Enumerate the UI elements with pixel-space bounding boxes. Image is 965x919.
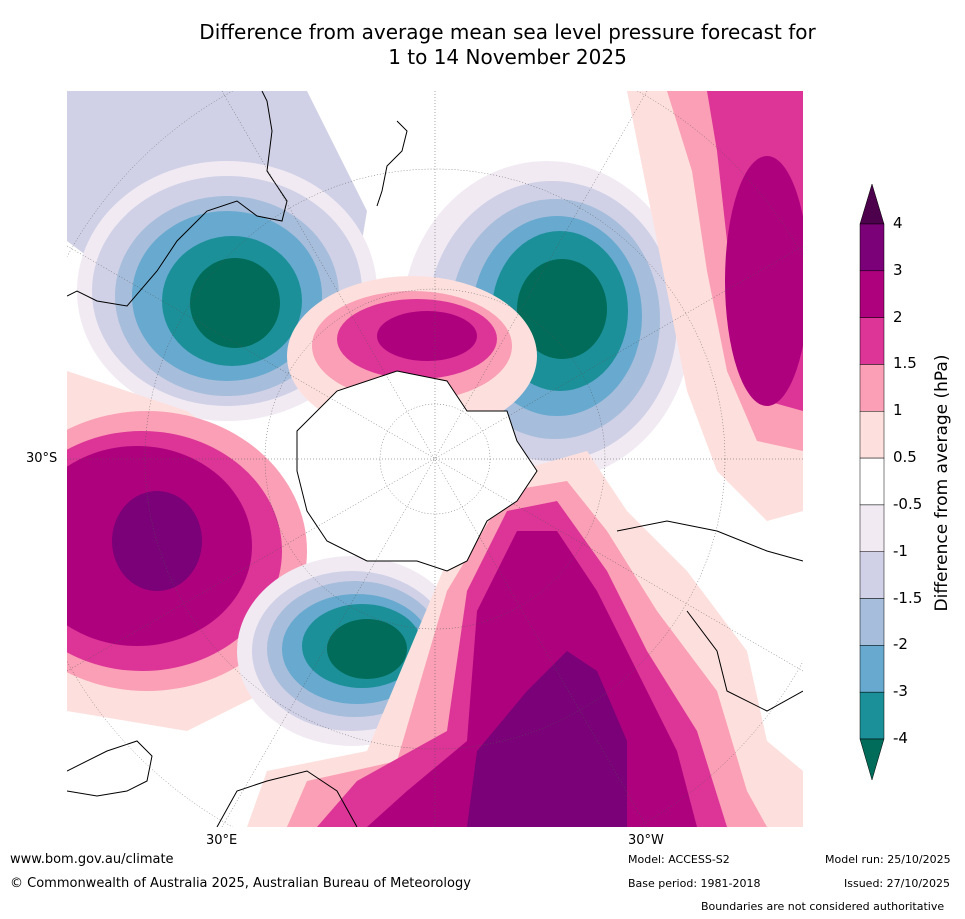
colorbar-tick-label: 0.5 — [893, 448, 917, 467]
colorbar-band — [859, 504, 885, 552]
colorbar-band — [859, 645, 885, 693]
chart-title: Difference from average mean sea level p… — [0, 20, 965, 70]
colorbar-band — [859, 223, 885, 272]
colorbar-tick-label: -3 — [893, 682, 908, 701]
colorbar-axis-label: Difference from average (hPa) — [932, 354, 952, 612]
footer-disclaimer: Boundaries are not considered authoritat… — [701, 900, 945, 913]
colorbar-extend-high — [859, 183, 885, 225]
colorbar-tick-label: 1.5 — [893, 354, 917, 373]
colorbar-tick-label: -4 — [893, 729, 908, 747]
colorbar-tick-label: 1 — [893, 401, 903, 420]
colorbar-band — [859, 364, 885, 412]
footer-model: Model: ACCESS-S2 — [628, 853, 730, 866]
anomaly-high-indian-ocean — [67, 371, 307, 731]
anomaly-high-south-atlantic — [247, 451, 803, 827]
footer-copyright: © Commonwealth of Australia 2025, Austra… — [10, 876, 471, 891]
footer-model-run: Model run: 25/10/2025 — [825, 853, 951, 866]
title-line-2: 1 to 14 November 2025 — [388, 45, 627, 69]
colorbar-band — [859, 317, 885, 365]
lat-label-30s: 30°S — [26, 451, 58, 466]
colorbar-tick-label: 3 — [893, 260, 903, 279]
colorbar-tick-label: 2 — [893, 307, 903, 326]
colorbar-band — [859, 691, 885, 740]
anomaly-high-east-pacific — [627, 91, 803, 521]
colorbar — [850, 180, 965, 781]
footer-base-period: Base period: 1981-2018 — [628, 877, 761, 890]
coastlines — [67, 91, 803, 827]
colorbar-tick-label: 4 — [893, 214, 903, 232]
lon-label-30w: 30°W — [628, 833, 664, 848]
colorbar-band — [859, 551, 885, 599]
colorbar-tick-label: -0.5 — [893, 494, 923, 513]
lon-label-30e: 30°E — [206, 833, 238, 848]
colorbar-tick-label: -2 — [893, 635, 908, 654]
title-line-1: Difference from average mean sea level p… — [199, 20, 816, 44]
colorbar-band — [859, 598, 885, 646]
colorbar-band — [859, 411, 885, 459]
footer-issued: Issued: 27/10/2025 — [844, 877, 951, 890]
footer-website[interactable]: www.bom.gov.au/climate — [10, 852, 174, 867]
pressure-anomaly-map — [67, 91, 803, 827]
colorbar-tick-label: -1 — [893, 541, 908, 560]
antarctica-outline — [296, 370, 538, 572]
colorbar-tick-label: -1.5 — [893, 588, 923, 607]
graticule — [67, 91, 803, 827]
colorbar-bands — [859, 223, 885, 740]
colorbar-extend-low — [859, 738, 885, 781]
colorbar-band — [859, 270, 885, 318]
colorbar-band — [859, 457, 885, 506]
